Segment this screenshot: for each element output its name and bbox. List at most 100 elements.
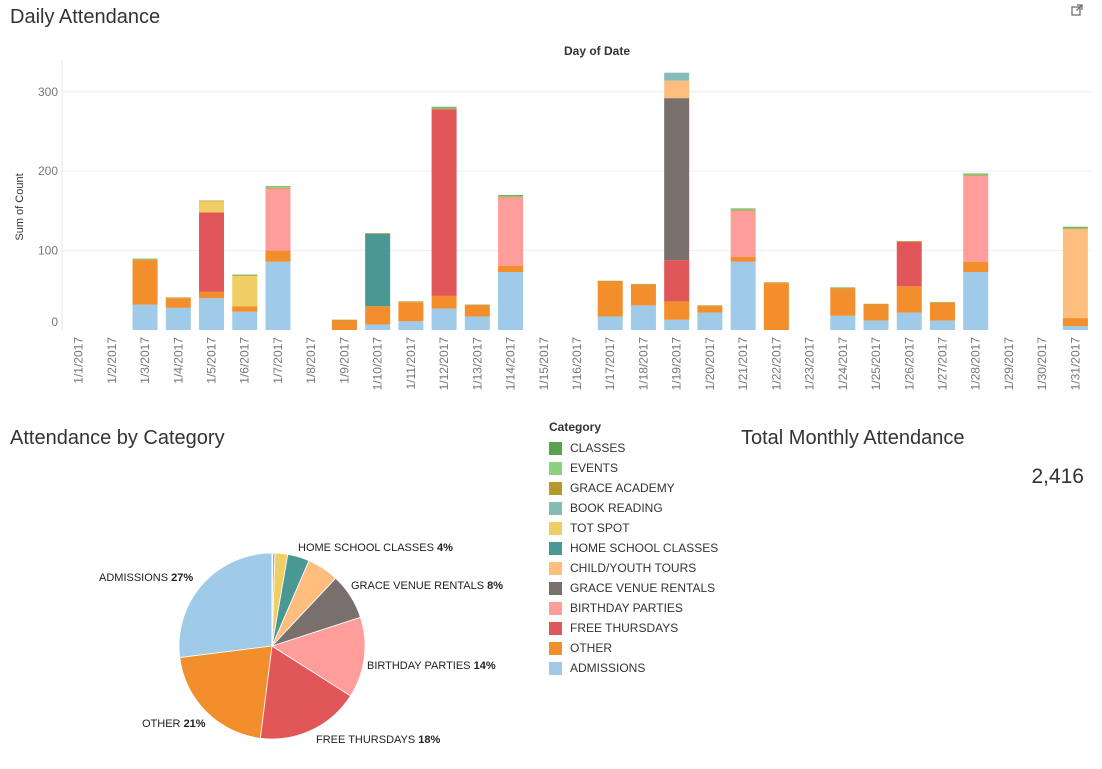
bar-events-1-7-2017[interactable]	[265, 187, 291, 188]
bar-grace-academy-1-28-2017[interactable]	[963, 175, 989, 176]
bar-other-1-25-2017[interactable]	[863, 304, 889, 321]
bar-admissions-1-10-2017[interactable]	[365, 324, 391, 330]
bar-grace-academy-1-17-2017[interactable]	[597, 280, 623, 282]
bar-tot-spot-1-6-2017[interactable]	[232, 276, 258, 307]
bar-admissions-1-11-2017[interactable]	[398, 321, 424, 330]
bar-grace-academy-1-12-2017[interactable]	[431, 108, 457, 110]
bar-birthday-parties-1-7-2017[interactable]	[265, 188, 291, 251]
bar-child-youth-tours-1-31-2017[interactable]	[1062, 229, 1088, 319]
bar-other-1-20-2017[interactable]	[697, 306, 723, 313]
bar-admissions-1-20-2017[interactable]	[697, 312, 723, 330]
bar-other-1-14-2017[interactable]	[498, 265, 524, 273]
pie-slice-free-thursdays[interactable]	[259, 645, 352, 740]
pie-slice-admissions[interactable]	[178, 552, 273, 659]
bar-other-1-9-2017[interactable]	[331, 320, 357, 330]
pie-slice-birthday-parties[interactable]	[271, 616, 366, 697]
bar-other-1-6-2017[interactable]	[232, 306, 258, 312]
bar-events-1-6-2017[interactable]	[232, 274, 258, 276]
bar-events-1-14-2017[interactable]	[498, 195, 524, 197]
bar-other-1-11-2017[interactable]	[398, 302, 424, 322]
bar-admissions-1-26-2017[interactable]	[896, 312, 922, 330]
bar-events-1-12-2017[interactable]	[431, 107, 457, 109]
bar-grace-academy-1-24-2017[interactable]	[830, 287, 856, 289]
bar-book-reading-1-19-2017[interactable]	[664, 72, 690, 81]
bar-admissions-1-17-2017[interactable]	[597, 316, 623, 331]
bar-classes-1-12-2017[interactable]	[431, 106, 457, 108]
bar-other-1-13-2017[interactable]	[464, 305, 490, 317]
bar-admissions-1-12-2017[interactable]	[431, 308, 457, 330]
bar-classes-1-31-2017[interactable]	[1062, 226, 1088, 228]
bar-other-1-18-2017[interactable]	[630, 284, 656, 306]
bar-birthday-parties-1-14-2017[interactable]	[498, 197, 524, 266]
bar-grace-academy-1-3-2017[interactable]	[132, 259, 158, 261]
bar-birthday-parties-1-28-2017[interactable]	[963, 175, 989, 262]
bar-classes-1-14-2017[interactable]	[498, 195, 524, 196]
legend-item-birthday-parties[interactable]: BIRTHDAY PARTIES	[549, 598, 718, 618]
bar-other-1-31-2017[interactable]	[1062, 318, 1088, 327]
bar-admissions-1-3-2017[interactable]	[132, 304, 158, 330]
bar-tot-spot-1-5-2017[interactable]	[199, 201, 225, 213]
bar-grace-academy-1-7-2017[interactable]	[265, 187, 291, 189]
bar-grace-academy-1-13-2017[interactable]	[464, 304, 490, 306]
pie-slice-other[interactable]	[179, 645, 273, 739]
bar-birthday-parties-1-21-2017[interactable]	[730, 210, 756, 257]
bar-admissions-1-19-2017[interactable]	[664, 319, 690, 330]
bar-classes-1-28-2017[interactable]	[963, 173, 989, 175]
legend-item-admissions[interactable]: ADMISSIONS	[549, 658, 718, 678]
bar-other-1-19-2017[interactable]	[664, 301, 690, 320]
bar-grace-academy-1-14-2017[interactable]	[498, 196, 524, 198]
bar-classes-1-7-2017[interactable]	[265, 186, 291, 188]
bar-other-1-22-2017[interactable]	[763, 283, 789, 330]
bar-home-school-classes-1-10-2017[interactable]	[365, 233, 391, 307]
bar-other-1-7-2017[interactable]	[265, 250, 291, 262]
bar-grace-academy-1-22-2017[interactable]	[763, 282, 789, 284]
pie-slice-grace-academy[interactable]	[271, 552, 273, 647]
bar-free-thursdays-1-19-2017[interactable]	[664, 260, 690, 302]
legend-item-classes[interactable]: CLASSES	[549, 438, 718, 458]
bar-events-1-24-2017[interactable]	[830, 287, 856, 288]
bar-admissions-1-4-2017[interactable]	[165, 307, 191, 330]
bar-grace-academy-1-31-2017[interactable]	[1062, 228, 1088, 230]
bar-grace-academy-1-5-2017[interactable]	[199, 200, 225, 202]
bar-other-1-27-2017[interactable]	[929, 303, 955, 321]
bar-events-1-31-2017[interactable]	[1062, 227, 1088, 229]
bar-other-1-26-2017[interactable]	[896, 286, 922, 313]
bar-grace-academy-1-4-2017[interactable]	[165, 297, 191, 299]
open-external-icon[interactable]	[1070, 3, 1084, 17]
legend-item-grace-venue-rentals[interactable]: GRACE VENUE RENTALS	[549, 578, 718, 598]
bar-other-1-21-2017[interactable]	[730, 256, 756, 262]
legend-item-book-reading[interactable]: BOOK READING	[549, 498, 718, 518]
bar-admissions-1-14-2017[interactable]	[498, 272, 524, 330]
bar-admissions-1-28-2017[interactable]	[963, 272, 989, 330]
bar-admissions-1-21-2017[interactable]	[730, 261, 756, 330]
legend-item-home-school-classes[interactable]: HOME SCHOOL CLASSES	[549, 538, 718, 558]
bar-grace-academy-1-21-2017[interactable]	[730, 210, 756, 211]
legend-item-grace-academy[interactable]: GRACE ACADEMY	[549, 478, 718, 498]
bar-admissions-1-6-2017[interactable]	[232, 311, 258, 330]
bar-admissions-1-25-2017[interactable]	[863, 320, 889, 330]
legend-item-child-youth-tours[interactable]: CHILD/YOUTH TOURS	[549, 558, 718, 578]
bar-grace-academy-1-18-2017[interactable]	[630, 283, 656, 285]
bar-other-1-17-2017[interactable]	[597, 281, 623, 317]
bar-admissions-1-7-2017[interactable]	[265, 261, 291, 330]
bar-admissions-1-27-2017[interactable]	[929, 320, 955, 330]
bar-grace-academy-1-6-2017[interactable]	[232, 275, 258, 276]
bar-other-1-3-2017[interactable]	[132, 260, 158, 305]
bar-admissions-1-13-2017[interactable]	[464, 316, 490, 331]
bar-admissions-1-24-2017[interactable]	[830, 315, 856, 330]
bar-grace-academy-1-11-2017[interactable]	[398, 301, 424, 303]
bar-grace-venue-rentals-1-19-2017[interactable]	[664, 98, 690, 261]
bar-other-1-4-2017[interactable]	[165, 298, 191, 308]
bar-grace-academy-1-20-2017[interactable]	[697, 305, 723, 307]
bar-other-1-5-2017[interactable]	[199, 291, 225, 299]
bar-events-1-21-2017[interactable]	[730, 209, 756, 211]
legend-item-events[interactable]: EVENTS	[549, 458, 718, 478]
legend-item-free-thursdays[interactable]: FREE THURSDAYS	[549, 618, 718, 638]
bar-grace-academy-1-26-2017[interactable]	[896, 241, 922, 242]
bar-free-thursdays-1-5-2017[interactable]	[199, 212, 225, 292]
bar-classes-1-21-2017[interactable]	[730, 208, 756, 210]
bar-events-1-3-2017[interactable]	[132, 258, 158, 260]
bar-other-1-24-2017[interactable]	[830, 288, 856, 316]
bar-free-thursdays-1-12-2017[interactable]	[431, 109, 457, 296]
legend-item-tot-spot[interactable]: TOT SPOT	[549, 518, 718, 538]
